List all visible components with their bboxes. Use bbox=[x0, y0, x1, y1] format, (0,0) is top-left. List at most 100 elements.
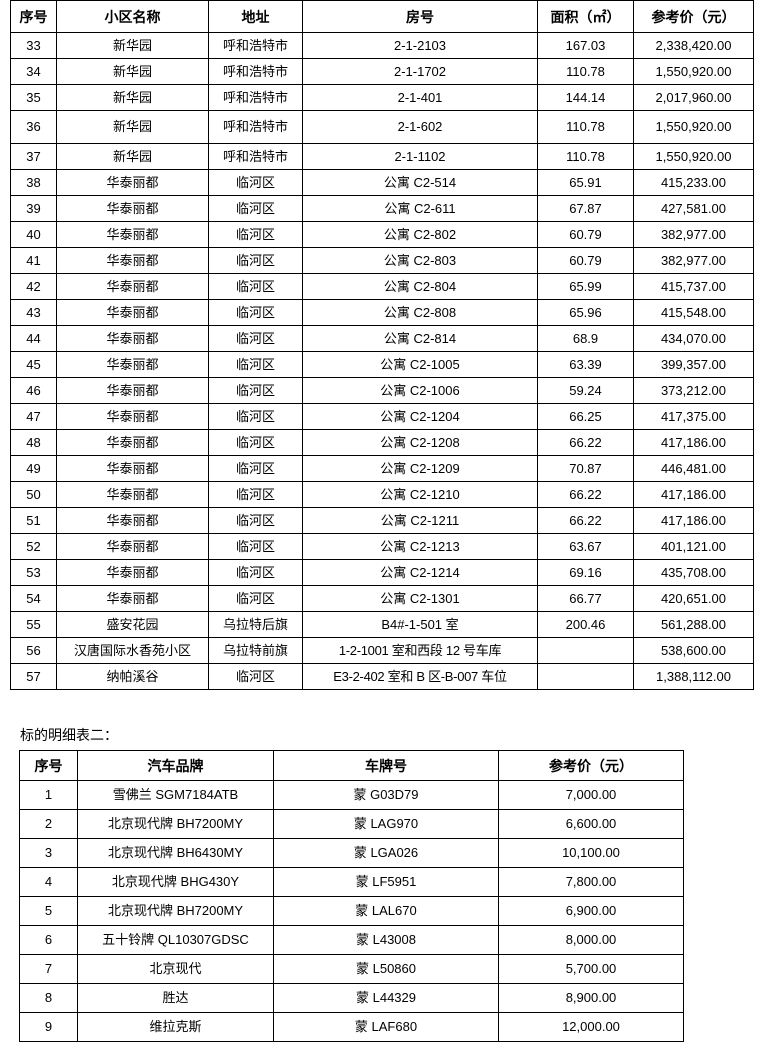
table-cell: 临河区 bbox=[208, 585, 303, 612]
table-cell: 446,481.00 bbox=[633, 455, 754, 482]
table-cell: 12,000.00 bbox=[498, 1012, 684, 1042]
table-cell: 临河区 bbox=[208, 169, 303, 196]
table-row: 45 华泰丽都 临河区 公寓 C2-1005 63.39 399,357.00 bbox=[10, 351, 754, 378]
table-row: 46 华泰丽都 临河区 公寓 C2-1006 59.24 373,212.00 bbox=[10, 377, 754, 404]
table-cell: 2-1-1102 bbox=[302, 143, 538, 170]
table-cell: 68.9 bbox=[537, 325, 634, 352]
table-cell: 维拉克斯 bbox=[77, 1012, 274, 1042]
table-cell: 4 bbox=[19, 867, 78, 897]
table-cell: 华泰丽都 bbox=[56, 169, 209, 196]
table-cell: 华泰丽都 bbox=[56, 455, 209, 482]
table-cell: 新华园 bbox=[56, 32, 209, 59]
table-row: 52 华泰丽都 临河区 公寓 C2-1213 63.67 401,121.00 bbox=[10, 533, 754, 560]
table-row: 9 维拉克斯蒙 LAF680 12,000.00 bbox=[19, 1012, 684, 1042]
table-cell: 新华园 bbox=[56, 84, 209, 111]
table-cell: 华泰丽都 bbox=[56, 429, 209, 456]
table-cell: 7,000.00 bbox=[498, 780, 684, 810]
table-row: 33 新华园 呼和浩特市 2-1-2103 167.03 2,338,420.00 bbox=[10, 32, 754, 59]
table-cell: 561,288.00 bbox=[633, 611, 754, 638]
table-cell: 35 bbox=[10, 84, 57, 111]
table-cell: 1 bbox=[19, 780, 78, 810]
table-cell: 417,186.00 bbox=[633, 507, 754, 534]
table-row: 2 北京现代牌 BH7200MY 蒙 LAG970 6,600.00 bbox=[19, 809, 684, 839]
column-header: 序号 bbox=[10, 0, 57, 33]
table-cell: 6,600.00 bbox=[498, 809, 684, 839]
column-header: 汽车品牌 bbox=[77, 750, 274, 781]
table-cell: 公寓 C2-611 bbox=[302, 195, 538, 222]
table-cell: 1,550,920.00 bbox=[633, 110, 754, 144]
table-cell: 蒙 L43008 bbox=[273, 925, 499, 955]
table-header-row: 序号 小区名称 地址 房号 面积（㎡） 参考价（元） bbox=[10, 0, 754, 33]
table-row: 50 华泰丽都 临河区 公寓 C2-1210 66.22 417,186.00 bbox=[10, 481, 754, 508]
table-row: 51 华泰丽都 临河区 公寓 C2-1211 66.22 417,186.00 bbox=[10, 507, 754, 534]
table-row: 43 华泰丽都 临河区 公寓 C2-808 65.96 415,548.00 bbox=[10, 299, 754, 326]
table-cell: 42 bbox=[10, 273, 57, 300]
table-cell: 公寓 C2-1209 bbox=[302, 455, 538, 482]
table-row: 4 北京现代牌 BHG430Y 蒙 LF5951 7,800.00 bbox=[19, 867, 684, 897]
table-cell: 9 bbox=[19, 1012, 78, 1042]
table-cell: 蒙 G03D79 bbox=[273, 780, 499, 810]
table-cell: 临河区 bbox=[208, 195, 303, 222]
table-cell: 蒙 LGA026 bbox=[273, 838, 499, 868]
table-cell: 公寓 C2-1006 bbox=[302, 377, 538, 404]
section-label: 标的明细表二： bbox=[20, 727, 118, 743]
table-row: 41 华泰丽都 临河区 公寓 C2-803 60.79 382,977.00 bbox=[10, 247, 754, 274]
table-cell: 427,581.00 bbox=[633, 195, 754, 222]
table-cell: 呼和浩特市 bbox=[208, 58, 303, 85]
table-cell: 公寓 C2-1210 bbox=[302, 481, 538, 508]
table-cell: 66.22 bbox=[537, 429, 634, 456]
table-cell: 167.03 bbox=[537, 32, 634, 59]
table-cell: 临河区 bbox=[208, 533, 303, 560]
table-cell: 公寓 C2-808 bbox=[302, 299, 538, 326]
table-row: 54 华泰丽都 临河区 公寓 C2-1301 66.77 420,651.00 bbox=[10, 585, 754, 612]
table-cell: 新华园 bbox=[56, 110, 209, 144]
table-cell: 乌拉特后旗 bbox=[208, 611, 303, 638]
table-cell: 59.24 bbox=[537, 377, 634, 404]
table-cell: 华泰丽都 bbox=[56, 351, 209, 378]
table-cell: 公寓 C2-1214 bbox=[302, 559, 538, 586]
table-cell: 415,737.00 bbox=[633, 273, 754, 300]
column-header: 面积（㎡） bbox=[537, 0, 634, 33]
table-cell: 417,186.00 bbox=[633, 429, 754, 456]
table-cell: 汉唐国际水香苑小区 bbox=[56, 637, 209, 664]
table-cell: 1,550,920.00 bbox=[633, 143, 754, 170]
table-cell: 38 bbox=[10, 169, 57, 196]
table-cell: 382,977.00 bbox=[633, 247, 754, 274]
table-cell: 54 bbox=[10, 585, 57, 612]
table-cell: 临河区 bbox=[208, 325, 303, 352]
table-cell: 华泰丽都 bbox=[56, 481, 209, 508]
table-cell: 2-1-602 bbox=[302, 110, 538, 144]
table-cell: 45 bbox=[10, 351, 57, 378]
table-row: 57 纳帕溪谷 临河区 E3-2-402 室和 B 区-B-007 车位 1,388,1… bbox=[10, 663, 754, 690]
table-cell: 公寓 C2-1208 bbox=[302, 429, 538, 456]
table-cell: 435,708.00 bbox=[633, 559, 754, 586]
table-cell: 8 bbox=[19, 983, 78, 1013]
table-cell: 2 bbox=[19, 809, 78, 839]
table-cell: 公寓 C2-802 bbox=[302, 221, 538, 248]
table-cell: 华泰丽都 bbox=[56, 247, 209, 274]
table-cell: 65.96 bbox=[537, 299, 634, 326]
table-cell: 200.46 bbox=[537, 611, 634, 638]
table-row: 47 华泰丽都 临河区 公寓 C2-1204 66.25 417,375.00 bbox=[10, 403, 754, 430]
vehicle-table: 序号 汽车品牌 车牌号 参考价（元） 1 雪佛兰 SGM7184ATB 蒙 G03D79 7… bbox=[19, 750, 684, 1042]
table-cell: 公寓 C2-1211 bbox=[302, 507, 538, 534]
table-row: 1 雪佛兰 SGM7184ATB 蒙 G03D79 7,000.00 bbox=[19, 780, 684, 810]
table-cell: 临河区 bbox=[208, 247, 303, 274]
table-cell: 公寓 C2-804 bbox=[302, 273, 538, 300]
table-cell: 临河区 bbox=[208, 273, 303, 300]
table-cell: 52 bbox=[10, 533, 57, 560]
table-cell: 公寓 C2-1204 bbox=[302, 403, 538, 430]
table-cell: 57 bbox=[10, 663, 57, 690]
table-cell: 39 bbox=[10, 195, 57, 222]
column-header: 序号 bbox=[19, 750, 78, 781]
table-row: 44 华泰丽都 临河区 公寓 C2-814 68.9 434,070.00 bbox=[10, 325, 754, 352]
table-cell: 公寓 C2-1301 bbox=[302, 585, 538, 612]
table-cell: 临河区 bbox=[208, 559, 303, 586]
table-cell: 公寓 C2-814 bbox=[302, 325, 538, 352]
table-cell: 417,186.00 bbox=[633, 481, 754, 508]
table-cell: 51 bbox=[10, 507, 57, 534]
table-cell: 434,070.00 bbox=[633, 325, 754, 352]
table-cell: 415,233.00 bbox=[633, 169, 754, 196]
table-row: 48 华泰丽都 临河区 公寓 C2-1208 66.22 417,186.00 bbox=[10, 429, 754, 456]
table-cell: 47 bbox=[10, 403, 57, 430]
